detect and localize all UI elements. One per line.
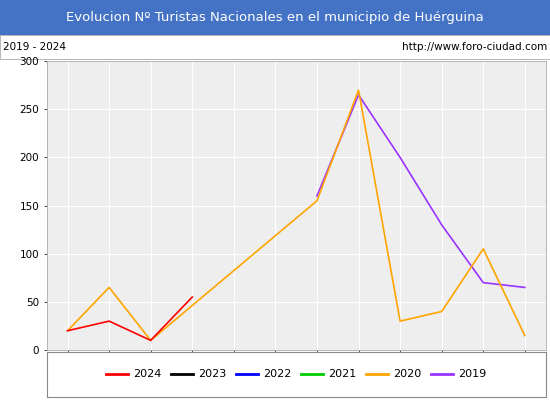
Legend: 2024, 2023, 2022, 2021, 2020, 2019: 2024, 2023, 2022, 2021, 2020, 2019 [101,365,491,384]
Text: Evolucion Nº Turistas Nacionales en el municipio de Huérguina: Evolucion Nº Turistas Nacionales en el m… [66,11,484,24]
Text: 2019 - 2024: 2019 - 2024 [3,42,66,52]
Text: http://www.foro-ciudad.com: http://www.foro-ciudad.com [402,42,547,52]
